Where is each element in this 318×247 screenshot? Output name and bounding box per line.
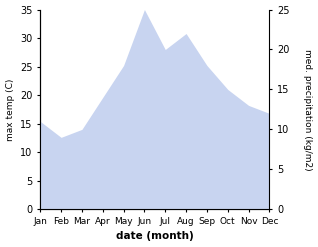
Y-axis label: med. precipitation (kg/m2): med. precipitation (kg/m2) — [303, 49, 313, 170]
Y-axis label: max temp (C): max temp (C) — [5, 78, 15, 141]
X-axis label: date (month): date (month) — [116, 231, 194, 242]
